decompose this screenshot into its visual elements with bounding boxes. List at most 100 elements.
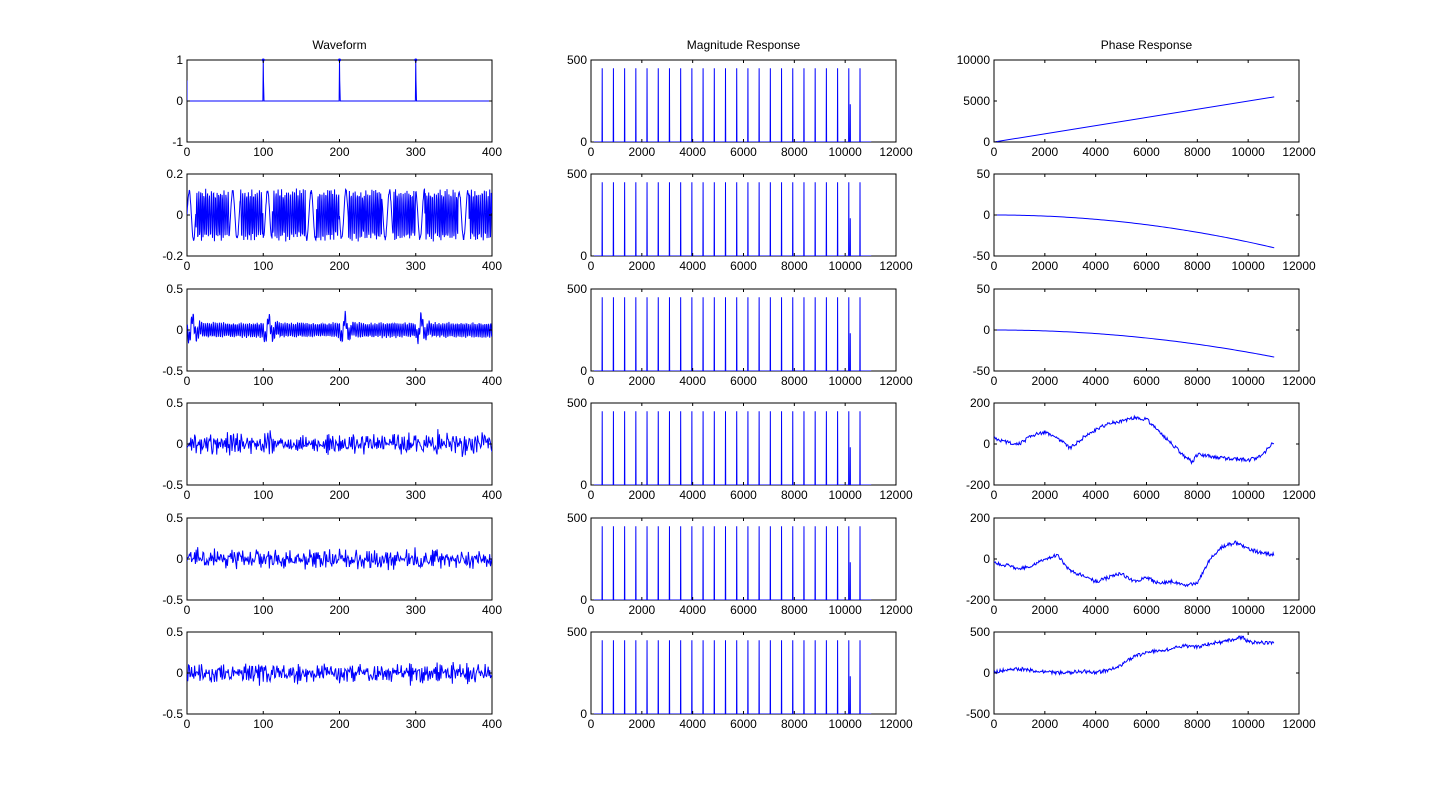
- y-tick-label: 200: [970, 396, 990, 410]
- x-tick-label: 0: [184, 603, 191, 617]
- x-tick-label: 100: [253, 488, 273, 502]
- subplot-r0-c2: 0 2000 4000 6000 8000 10000 12000 0 5000 10000 Pha…: [957, 38, 1316, 159]
- x-tick-label: 2000: [1031, 374, 1058, 388]
- x-tick-label: 10000: [1231, 603, 1265, 617]
- x-tick-label: 12000: [1282, 717, 1316, 731]
- x-tick-label: 6000: [1133, 717, 1160, 731]
- x-tick-label: 0: [991, 603, 998, 617]
- series-line: [591, 68, 872, 142]
- x-tick-label: 0: [588, 488, 595, 502]
- x-tick-label: 10000: [1231, 145, 1265, 159]
- y-tick-label: 5000: [963, 94, 990, 108]
- x-tick-label: 12000: [1282, 259, 1316, 273]
- subplot-title: Magnitude Response: [687, 38, 801, 52]
- series-line: [994, 329, 1275, 358]
- x-tick-label: 6000: [730, 259, 757, 273]
- y-tick-label: -200: [966, 478, 990, 492]
- x-tick-label: 12000: [879, 145, 913, 159]
- x-tick-label: 400: [482, 145, 502, 159]
- y-tick-label: 500: [567, 53, 587, 67]
- y-tick-label: -0.5: [162, 478, 183, 492]
- y-tick-label: 10000: [957, 53, 991, 67]
- x-tick-label: 4000: [679, 717, 706, 731]
- x-tick-label: 4000: [679, 488, 706, 502]
- x-tick-label: 0: [588, 259, 595, 273]
- x-tick-label: 200: [329, 259, 349, 273]
- x-tick-label: 4000: [1082, 717, 1109, 731]
- series-line: [187, 60, 492, 102]
- x-tick-label: 8000: [781, 145, 808, 159]
- x-tick-label: 0: [588, 603, 595, 617]
- subplot-r1-c1: 0 2000 4000 6000 8000 10000 12000 0 500: [567, 167, 913, 273]
- x-tick-label: 200: [329, 488, 349, 502]
- x-tick-label: 300: [406, 603, 426, 617]
- axes-frame: [993, 288, 1300, 372]
- x-tick-label: 0: [184, 488, 191, 502]
- x-tick-label: 10000: [828, 488, 862, 502]
- y-tick-label: -500: [966, 707, 990, 721]
- x-tick-label: 300: [406, 259, 426, 273]
- x-tick-label: 4000: [1082, 145, 1109, 159]
- x-tick-label: 12000: [879, 717, 913, 731]
- x-tick-label: 8000: [1184, 259, 1211, 273]
- subplot-title: Phase Response: [1101, 38, 1193, 52]
- y-tick-label: -50: [973, 364, 991, 378]
- x-tick-label: 100: [253, 259, 273, 273]
- series-line: [187, 310, 492, 345]
- series-line: [187, 187, 492, 242]
- x-tick-label: 0: [588, 374, 595, 388]
- x-tick-label: 2000: [1031, 145, 1058, 159]
- x-tick-label: 300: [406, 717, 426, 731]
- y-tick-label: -1: [172, 135, 183, 149]
- y-tick-label: 0: [580, 707, 587, 721]
- series-line: [994, 414, 1275, 465]
- x-tick-label: 10000: [828, 717, 862, 731]
- x-tick-label: 300: [406, 488, 426, 502]
- x-tick-label: 2000: [1031, 488, 1058, 502]
- axes-frame: [590, 517, 897, 601]
- x-tick-label: 10000: [1231, 374, 1265, 388]
- y-tick-label: 0.2: [166, 167, 183, 181]
- subplot-r1-c0: 0 100 200 300 400-0.200.2: [162, 167, 502, 273]
- x-tick-label: 2000: [1031, 717, 1058, 731]
- y-tick-label: 0.5: [166, 282, 183, 296]
- y-tick-label: 0: [580, 249, 587, 263]
- x-tick-label: 10000: [1231, 717, 1265, 731]
- x-tick-label: 6000: [730, 717, 757, 731]
- y-tick-label: 0: [983, 552, 990, 566]
- x-tick-label: 4000: [1082, 259, 1109, 273]
- x-tick-label: 2000: [628, 488, 655, 502]
- x-tick-label: 400: [482, 603, 502, 617]
- axes-frame: [993, 173, 1300, 257]
- x-tick-label: 8000: [1184, 488, 1211, 502]
- x-tick-label: 12000: [1282, 603, 1316, 617]
- x-tick-label: 10000: [828, 374, 862, 388]
- y-tick-label: 0: [580, 135, 587, 149]
- x-tick-label: 200: [329, 374, 349, 388]
- y-tick-label: -200: [966, 593, 990, 607]
- series-line: [994, 634, 1275, 676]
- x-tick-label: 10000: [828, 145, 862, 159]
- x-tick-label: 2000: [1031, 603, 1058, 617]
- x-tick-label: 0: [588, 145, 595, 159]
- x-tick-label: 4000: [679, 374, 706, 388]
- subplot-r5-c0: 0 100 200 300 400-0.500.5: [162, 625, 502, 731]
- x-tick-label: 10000: [1231, 259, 1265, 273]
- x-tick-label: 10000: [828, 259, 862, 273]
- x-tick-label: 8000: [781, 259, 808, 273]
- x-tick-label: 400: [482, 488, 502, 502]
- x-tick-label: 0: [991, 259, 998, 273]
- x-tick-label: 12000: [1282, 374, 1316, 388]
- x-tick-label: 8000: [781, 603, 808, 617]
- x-tick-label: 300: [406, 145, 426, 159]
- x-tick-label: 0: [991, 374, 998, 388]
- y-tick-label: 0: [983, 208, 990, 222]
- x-tick-label: 12000: [1282, 145, 1316, 159]
- y-tick-label: 1: [176, 53, 183, 67]
- y-tick-label: 0: [580, 593, 587, 607]
- x-tick-label: 8000: [1184, 717, 1211, 731]
- axes-frame: [993, 517, 1300, 601]
